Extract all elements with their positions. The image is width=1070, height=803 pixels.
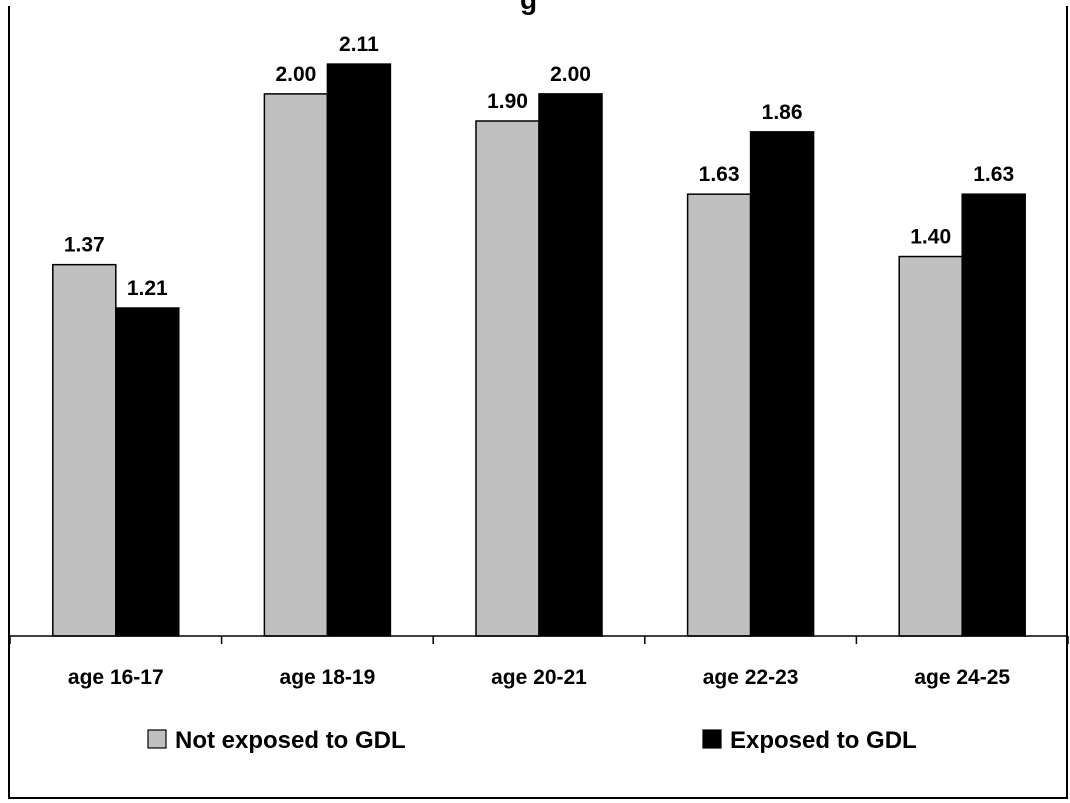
- data-label-not-exposed-0: 1.37: [64, 234, 105, 257]
- data-label-not-exposed-2: 1.90: [487, 90, 528, 113]
- x-tick-label-4: age 24-25: [914, 666, 1010, 689]
- bar-not-exposed-0: [52, 263, 117, 637]
- x-tick-label-1: age 18-19: [280, 666, 376, 689]
- chart-title-fragment: g: [520, 0, 537, 16]
- chart-frame: g: [8, 0, 1068, 799]
- legend-swatch-exposed: [702, 729, 722, 749]
- x-tick-label-3: age 22-23: [703, 666, 799, 689]
- bar-exposed-3: [749, 131, 815, 637]
- bar-exposed-2: [538, 93, 603, 637]
- bar-exposed-0: [115, 307, 180, 637]
- bar-not-exposed-2: [475, 120, 540, 637]
- bar-exposed-1: [326, 63, 392, 637]
- data-label-not-exposed-4: 1.40: [910, 226, 951, 249]
- data-label-exposed-0: 1.21: [127, 277, 168, 300]
- x-tick-label-0: age 16-17: [68, 666, 164, 689]
- x-tick-label-2: age 20-21: [491, 666, 587, 689]
- bar-exposed-4: [961, 193, 1026, 637]
- data-label-exposed-3: 1.86: [762, 101, 803, 124]
- legend-swatch-not-exposed: [147, 729, 167, 749]
- data-label-exposed-2: 2.00: [550, 63, 591, 86]
- bar-not-exposed-1: [263, 93, 329, 637]
- data-label-exposed-4: 1.63: [973, 163, 1014, 186]
- bar-not-exposed-4: [898, 255, 963, 637]
- legend-label-not-exposed: Not exposed to GDL: [175, 727, 406, 754]
- data-label-not-exposed-1: 2.00: [275, 63, 316, 86]
- data-label-exposed-1: 2.11: [339, 33, 379, 56]
- data-label-not-exposed-3: 1.63: [699, 163, 740, 186]
- bar-not-exposed-3: [686, 193, 752, 637]
- legend-label-exposed: Exposed to GDL: [730, 727, 917, 754]
